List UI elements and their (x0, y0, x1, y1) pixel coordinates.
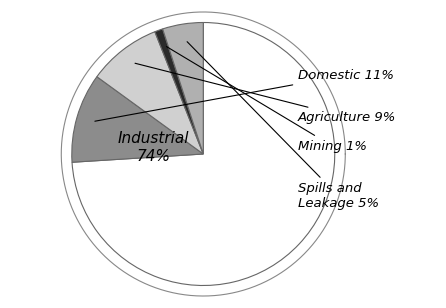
Text: Agriculture 9%: Agriculture 9% (135, 63, 396, 124)
Wedge shape (97, 32, 203, 154)
Text: Industrial
74%: Industrial 74% (118, 131, 189, 164)
Wedge shape (155, 29, 203, 154)
Text: Domestic 11%: Domestic 11% (95, 69, 394, 121)
Text: Mining 1%: Mining 1% (166, 47, 367, 152)
Wedge shape (72, 77, 203, 162)
Wedge shape (163, 22, 203, 154)
Text: Spills and
Leakage 5%: Spills and Leakage 5% (187, 42, 379, 210)
Wedge shape (72, 22, 335, 286)
